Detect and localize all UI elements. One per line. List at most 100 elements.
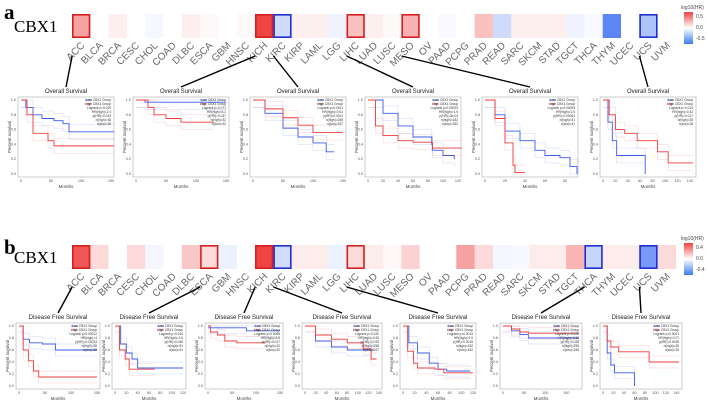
x-tick: 100 — [68, 391, 74, 395]
connector-line — [401, 55, 531, 88]
colorbar-tick: -0.5 — [696, 36, 705, 42]
high-survival-curve — [253, 99, 343, 134]
legend-low: Low CBX1 Group — [550, 98, 575, 102]
x-tick: 0 — [207, 391, 209, 395]
heatmap-cell-KICH — [255, 14, 274, 38]
legend-stat: n(low)=91 — [169, 348, 183, 352]
x-tick: 0 — [304, 391, 306, 395]
heatmap-cell-KIRP — [291, 245, 311, 269]
y-tick: 0.2 — [105, 372, 110, 376]
heatmap-cell-MESO — [401, 14, 420, 38]
x-tick: 150 — [94, 391, 100, 395]
heatmap-cell-BLCA — [90, 14, 109, 38]
x-tick: 80 — [651, 179, 655, 183]
legend-high: High CBX1 Group — [200, 102, 226, 106]
y-tick: 0.6 — [105, 348, 110, 352]
legend-stat: HR(high)=1.9 — [439, 110, 458, 114]
high-survival-curve — [136, 99, 214, 123]
y-tick: 0.8 — [11, 113, 16, 117]
y-tick: 0.2 — [9, 372, 14, 376]
x-tick: 80 — [426, 179, 430, 183]
x-axis-label: Months — [335, 396, 351, 401]
legend-high: High CBX1 Group — [432, 102, 458, 106]
low-survival-curve — [403, 325, 471, 372]
high-ci-line — [21, 107, 114, 154]
x-tick: 0 — [114, 391, 116, 395]
x-axis-label: Months — [634, 396, 650, 401]
x-tick: 100 — [662, 179, 668, 183]
low-survival-curve — [368, 99, 455, 160]
low-survival-curve — [208, 327, 280, 332]
km-title: Overall Survival — [45, 89, 87, 95]
legend-stat: Logrank p=0.029 — [87, 106, 111, 110]
x-tick: 20 — [611, 391, 615, 395]
cancer-label: UCS — [632, 271, 655, 294]
y-axis-label: Percent survival — [489, 340, 494, 372]
y-tick: 0.6 — [11, 128, 16, 132]
x-tick: 80 — [563, 179, 567, 183]
legend-stat: p(HR)=0.028 — [561, 340, 580, 344]
heatmap-cell-LUAD — [364, 245, 384, 269]
legend-stat: HR(high)=0.61 — [322, 110, 343, 114]
colorbar-tick: 0.0 — [696, 25, 703, 31]
x-axis-label: Months — [51, 396, 67, 401]
legend-stat: n(low)=182 — [457, 348, 473, 352]
y-tick: 0.4 — [11, 142, 16, 146]
y-tick: 0.6 — [295, 348, 300, 352]
y-tick: 0.6 — [393, 348, 398, 352]
x-tick: 100 — [193, 179, 199, 183]
x-tick: 100 — [458, 391, 464, 395]
y-tick: 0.2 — [493, 372, 498, 376]
colorbar-title: log10(HR) — [681, 236, 704, 242]
km-plot-KICH: Overall Survival 0.0 0.2 0.4 0.6 0.8 1.0 0 50 100… — [122, 55, 256, 189]
x-tick: 60 — [147, 391, 151, 395]
y-tick: 0.2 — [393, 372, 398, 376]
legend-stat: HR(high)=4 — [81, 336, 98, 340]
high-ci-line — [368, 107, 462, 156]
x-tick: 100 — [542, 391, 548, 395]
km-title: Overall Survival — [277, 89, 319, 95]
plot-frame — [499, 322, 583, 390]
x-axis-label: Months — [406, 184, 422, 189]
x-tick: 120 — [663, 391, 669, 395]
connector-line — [180, 55, 256, 88]
y-axis-label: Percent survival — [5, 340, 10, 372]
y-axis-label: Percent survival — [354, 121, 359, 153]
x-tick: 40 — [523, 179, 527, 183]
legend-stat: n(low)=41 — [561, 122, 575, 126]
plot-frame — [399, 322, 477, 390]
high-ci-line — [253, 107, 343, 141]
heatmap-cell-DLBC — [181, 14, 201, 38]
legend-low: Low CBX1 Group — [668, 98, 693, 102]
y-tick: 0.8 — [198, 336, 203, 340]
x-axis-label: Months — [237, 396, 253, 401]
legend-stat: n(low)=257 — [363, 348, 379, 352]
low-survival-curve — [253, 99, 334, 153]
y-tick: 0.8 — [593, 113, 598, 117]
connector-line — [65, 55, 73, 88]
x-tick: 20 — [313, 391, 317, 395]
heatmap-cell-THCA — [584, 14, 603, 38]
y-tick: 0.6 — [358, 128, 363, 132]
km-plot-UCS: Overall Survival 0.0 0.2 0.4 0.6 0.8 1.0 0 20 40 6… — [589, 55, 697, 189]
y-tick: 0.6 — [9, 348, 14, 352]
legend-high: High CBX1 Group — [85, 102, 111, 106]
connector-line — [540, 286, 585, 314]
cancer-label: KIRC — [264, 40, 289, 65]
x-tick: 0 — [484, 179, 486, 183]
low-ci-line — [136, 107, 226, 110]
heatmap-cell-THYM — [602, 14, 622, 38]
legend-stat: Logrank p=0.0011 — [317, 106, 343, 110]
km-title: Disease Free Survival — [409, 315, 468, 321]
legend-stat: HR(high)=5.2 — [207, 110, 226, 114]
legend-stat: Logrank p=0.032 — [355, 332, 379, 336]
heatmap-cell-SARC — [511, 14, 530, 38]
heatmap-cell-UCS — [639, 14, 658, 38]
high-survival-curve — [603, 99, 693, 164]
heatmap-cell-LGG — [328, 14, 347, 38]
y-tick: 1.0 — [593, 324, 598, 328]
colorbar — [684, 243, 693, 275]
heatmap-cell-PCPG — [456, 245, 475, 269]
x-tick: 50 — [164, 179, 168, 183]
heatmap-cell-LGG — [328, 245, 347, 269]
